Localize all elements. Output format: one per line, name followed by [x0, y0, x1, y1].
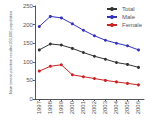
svg-text:2000: 2000 — [69, 100, 75, 114]
svg-text:0: 0 — [30, 96, 34, 102]
svg-text:50: 50 — [26, 77, 33, 83]
svg-text:Male: Male — [122, 14, 136, 20]
svg-text:200: 200 — [23, 22, 34, 28]
svg-text:2005: 2005 — [124, 100, 130, 114]
svg-text:2002: 2002 — [91, 100, 97, 114]
svg-text:Total: Total — [122, 6, 135, 12]
svg-text:250: 250 — [23, 3, 34, 9]
svg-text:150: 150 — [23, 40, 34, 46]
svg-text:2006: 2006 — [135, 100, 141, 114]
svg-text:100: 100 — [23, 59, 34, 65]
svg-text:1999: 1999 — [58, 100, 64, 114]
svg-text:2001: 2001 — [80, 100, 86, 114]
svg-text:2004: 2004 — [113, 100, 119, 114]
svg-text:Female: Female — [122, 22, 143, 28]
svg-text:2003: 2003 — [102, 100, 108, 114]
svg-text:1998: 1998 — [47, 100, 53, 114]
svg-text:1997: 1997 — [36, 100, 42, 114]
svg-text:New smear-positive results/100: New smear-positive results/100,000 popul… — [8, 11, 13, 94]
